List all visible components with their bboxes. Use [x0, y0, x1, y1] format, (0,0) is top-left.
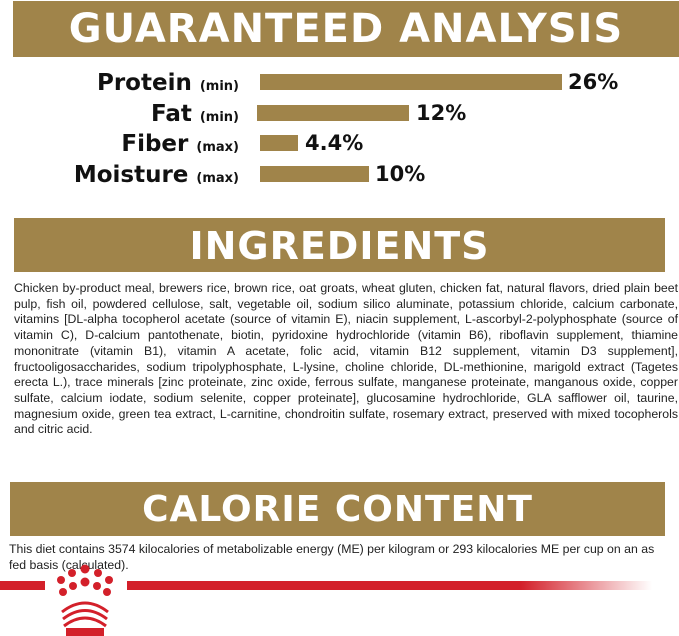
nutrient-qualifier: (max): [196, 140, 239, 155]
moisture-bar: [260, 166, 369, 182]
brand-line-right: [127, 581, 652, 590]
fiber-bar: [260, 135, 298, 151]
nutrient-name: Fat: [150, 101, 192, 127]
ingredients-header: INGREDIENTS: [14, 218, 665, 272]
royal-canin-crown-logo-icon: [57, 564, 113, 636]
nutrient-value: 26%: [568, 70, 619, 94]
nutrient-value: 4.4%: [305, 131, 364, 155]
calorie-content-text: This diet contains 3574 kilocalories of …: [9, 542, 655, 572]
analysis-row-protein: Protein (min) 26%: [0, 70, 679, 96]
protein-bar: [260, 74, 562, 90]
nutrient-qualifier: (min): [199, 79, 239, 94]
brand-line-left: [0, 581, 45, 590]
analysis-row-fat: Fat (min) 12%: [0, 101, 679, 127]
ingredients-text: Chicken by-product meal, brewers rice, b…: [14, 281, 678, 437]
nutrient-name: Fiber: [121, 131, 189, 157]
analysis-row-moisture: Moisture (max) 10%: [0, 162, 679, 188]
guaranteed-analysis-header: GUARANTEED ANALYSIS: [13, 1, 679, 57]
analysis-row-fiber: Fiber (max) 4.4%: [0, 131, 679, 157]
nutrient-name: Moisture: [73, 162, 189, 188]
fat-bar: [257, 105, 409, 121]
nutrient-qualifier: (min): [199, 110, 239, 125]
nutrient-name: Protein: [96, 70, 192, 96]
nutrient-value: 12%: [416, 101, 467, 125]
calorie-content-header: CALORIE CONTENT: [10, 482, 665, 536]
nutrient-qualifier: (max): [196, 171, 239, 186]
nutrient-value: 10%: [375, 162, 426, 186]
